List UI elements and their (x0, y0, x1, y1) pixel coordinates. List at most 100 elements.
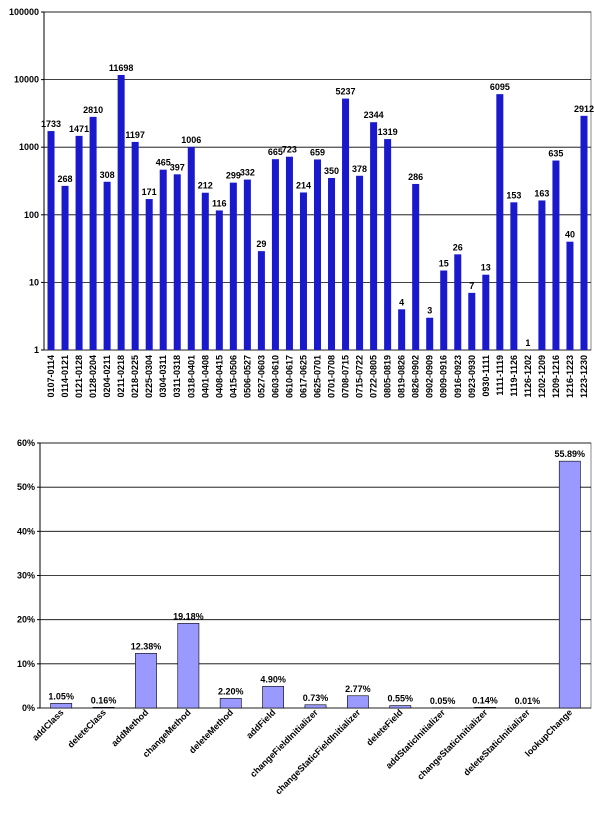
x-tick-label: 1223-1230 (579, 355, 589, 398)
x-tick-label: 0715-0722 (355, 355, 365, 398)
x-tick-label: 0506-0527 (242, 355, 252, 398)
x-tick-label: 1111-1119 (495, 355, 505, 396)
x-tick-label: addClass (30, 707, 65, 742)
x-tick-label: 0225-0304 (144, 355, 154, 398)
bar (229, 182, 237, 350)
bar (468, 292, 476, 350)
bar (328, 178, 336, 350)
bar (187, 147, 195, 350)
bar (145, 199, 153, 350)
data-label: 29 (256, 239, 266, 249)
x-tick-label: 1209-1216 (551, 355, 561, 398)
data-label: 0.01% (515, 696, 541, 706)
bar (262, 686, 285, 709)
y-tick-label: 20% (17, 615, 35, 625)
bar (173, 174, 181, 350)
data-label: 13 (481, 263, 491, 273)
bar (50, 703, 73, 709)
y-tick-label: 40% (17, 526, 35, 536)
bar (89, 116, 97, 350)
x-tick-label: 1202-1209 (537, 355, 547, 398)
data-label: 5237 (336, 87, 356, 97)
bar (412, 183, 420, 350)
bar (257, 251, 265, 350)
bar (342, 98, 350, 350)
data-label: 1006 (181, 135, 201, 145)
data-label: 163 (534, 188, 549, 198)
data-label: 635 (548, 149, 563, 159)
bar (117, 74, 125, 350)
bar (496, 94, 504, 351)
data-label: 7 (469, 281, 474, 291)
data-label: 2344 (364, 110, 384, 120)
data-label: 19.18% (173, 611, 204, 621)
bar (482, 274, 490, 350)
bar (510, 202, 518, 350)
bar (580, 115, 588, 350)
bar (370, 122, 378, 351)
y-tick-label: 0% (22, 703, 35, 713)
data-label: 1197 (125, 130, 145, 140)
bar (313, 159, 322, 350)
data-label: 4.90% (260, 674, 286, 684)
data-label: 12.38% (131, 641, 162, 651)
y-tick-label: 50% (17, 482, 35, 492)
x-tick-label: changeStaticFieldInitializer (273, 707, 362, 796)
data-label: 2.20% (218, 686, 244, 696)
bar (384, 139, 392, 350)
data-label: 4 (399, 297, 404, 307)
data-label: 2810 (83, 105, 103, 115)
bar (389, 705, 412, 709)
bar (552, 160, 560, 350)
data-label: 268 (58, 174, 73, 184)
y-tick-label: 10000 (14, 75, 39, 85)
bar (398, 309, 406, 350)
data-label: 6095 (490, 82, 510, 92)
bar (474, 707, 496, 709)
data-label: 308 (100, 170, 115, 180)
x-tick-label: 0625-0701 (313, 355, 323, 398)
data-label: 2912 (574, 104, 594, 114)
data-label: 1733 (41, 119, 61, 129)
x-tick-label: 0204-0211 (102, 355, 112, 398)
bar (75, 135, 83, 350)
x-tick-label: 0930-1111 (481, 355, 491, 397)
x-tick-label: 0121-0128 (74, 355, 84, 398)
data-label: 723 (282, 145, 297, 155)
x-tick-label: 0603-0610 (270, 355, 280, 398)
data-label: 0.73% (303, 693, 329, 703)
x-tick-label: 1119-1126 (509, 355, 519, 397)
data-label: 299 (226, 171, 241, 181)
bar (103, 181, 111, 350)
x-tick-label: 0902-0909 (425, 355, 435, 398)
data-label: 465 (156, 158, 171, 168)
data-label: 116 (212, 198, 227, 208)
bar (92, 706, 115, 709)
x-tick-label: 0107-0114 (46, 355, 56, 398)
y-tick-label: 10 (29, 277, 39, 287)
bar (271, 159, 279, 350)
data-label: 397 (170, 162, 185, 172)
bar (215, 210, 223, 350)
data-label: 214 (296, 180, 311, 190)
data-label: 350 (324, 166, 339, 176)
data-label: 40 (565, 230, 575, 240)
data-label: 378 (352, 164, 367, 174)
x-tick-label: 0819-0826 (397, 355, 407, 398)
x-tick-label: 0318-0401 (186, 355, 196, 398)
x-tick-label: 1216-1223 (565, 355, 575, 398)
bar (135, 653, 157, 709)
data-label: 286 (408, 172, 423, 182)
x-tick-label: 1126-1202 (523, 355, 533, 398)
x-tick-label: 0805-0819 (383, 355, 393, 398)
x-tick-label: 0708-0715 (341, 355, 351, 398)
data-label: 11698 (109, 63, 134, 73)
x-tick-label: 0916-0923 (453, 355, 463, 398)
x-tick-label: addMethod (109, 707, 150, 748)
y-tick-label: 10% (17, 659, 35, 669)
x-tick-label: 0128-0204 (88, 355, 98, 398)
y-tick-label: 30% (17, 571, 35, 581)
bar (440, 270, 448, 350)
bar (454, 254, 462, 350)
